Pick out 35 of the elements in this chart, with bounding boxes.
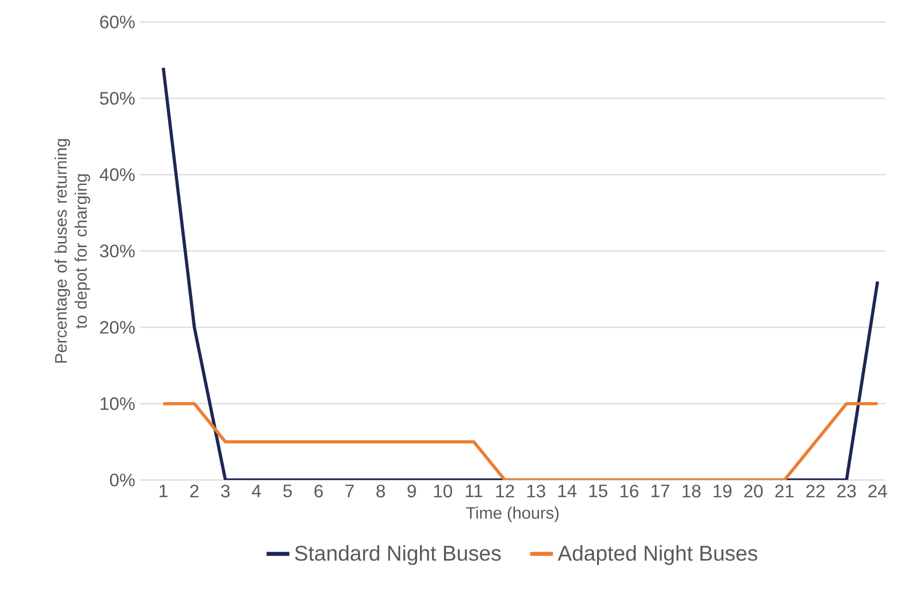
y-tick-label: 60% — [100, 16, 135, 28]
x-tick-label: 9 — [408, 484, 416, 498]
x-tick-label: 22 — [806, 484, 825, 498]
x-tick-label: 13 — [527, 484, 546, 498]
x-tick-label: 21 — [775, 484, 794, 498]
x-tick-label: 6 — [314, 484, 323, 498]
legend-label: Adapted Night Buses — [558, 545, 758, 566]
y-tick-label: 50% — [100, 92, 135, 105]
x-tick-label: 20 — [744, 484, 763, 498]
x-tick-label: 14 — [558, 484, 577, 498]
x-tick-label: 24 — [868, 484, 888, 498]
y-tick-label: 10% — [100, 397, 135, 410]
x-tick-label: 12 — [496, 484, 514, 498]
x-tick-label: 8 — [376, 484, 385, 498]
x-tick-label: 11 — [466, 484, 482, 498]
x-tick-label: 2 — [190, 484, 198, 498]
y-tick-label: 30% — [100, 244, 135, 258]
x-tick-label: 7 — [346, 484, 354, 498]
y-axis-title: Percentage of buses returning to depot for charging — [54, 139, 90, 363]
x-tick-label: 4 — [252, 484, 261, 498]
x-tick-label: 15 — [589, 484, 608, 498]
x-tick-label: 17 — [652, 484, 670, 498]
x-axis-title: Time (hours) — [466, 506, 559, 522]
legend-label: Standard Night Buses — [294, 545, 501, 566]
x-tick-label: 19 — [714, 484, 732, 498]
y-tick-label: 0% — [110, 474, 135, 486]
x-tick-label: 23 — [837, 484, 856, 498]
x-tick-label: 1 — [160, 484, 168, 498]
x-tick-label: 16 — [620, 484, 638, 498]
x-tick-label: 18 — [682, 484, 700, 498]
x-tick-label: 5 — [283, 484, 292, 498]
y-tick-label: 20% — [100, 320, 135, 334]
y-tick-label: 40% — [100, 168, 135, 182]
x-tick-label: 3 — [221, 484, 230, 498]
x-tick-label: 10 — [434, 484, 452, 498]
